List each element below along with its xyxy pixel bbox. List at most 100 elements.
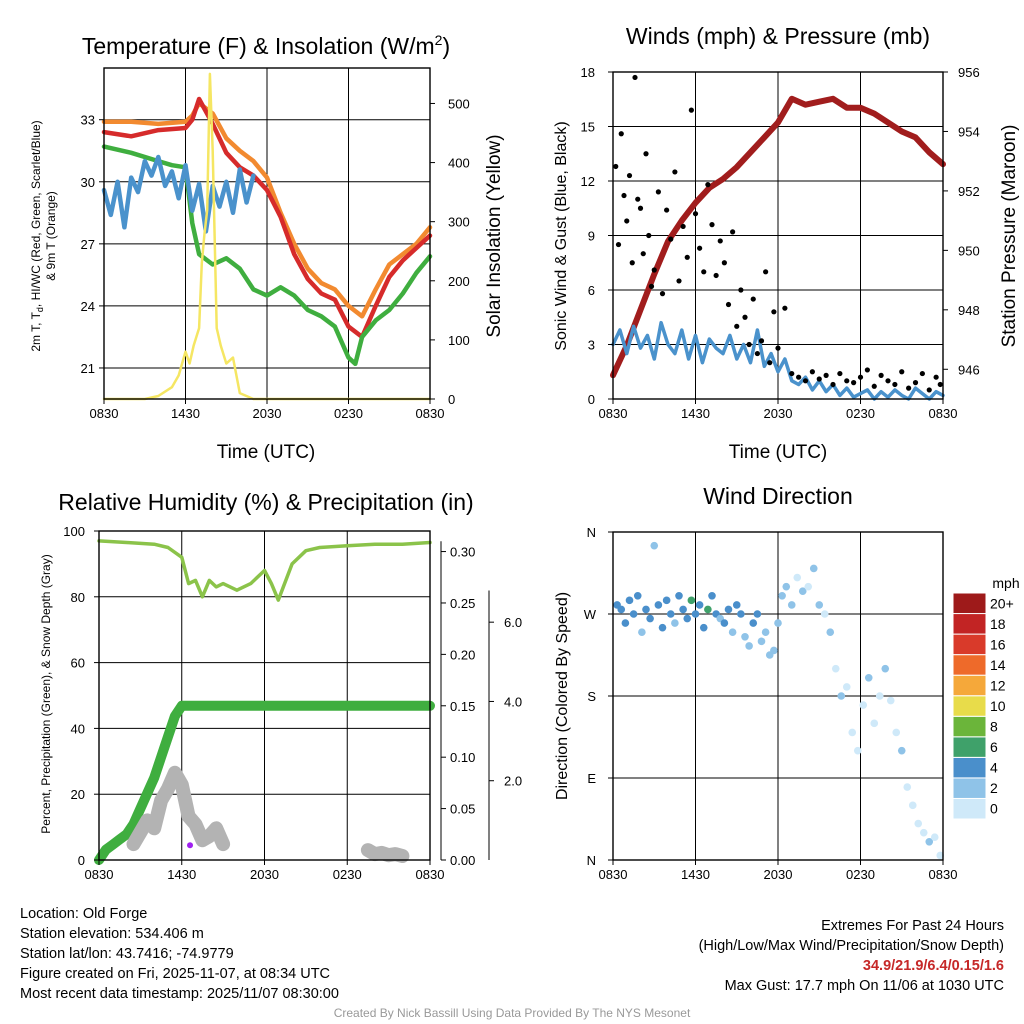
direction-point xyxy=(820,610,829,618)
gust-point xyxy=(664,207,670,213)
x-tick-label: 1430 xyxy=(681,406,710,421)
colorbar-label: 8 xyxy=(990,719,998,735)
gust-point xyxy=(643,151,649,157)
direction-point xyxy=(875,692,884,700)
direction-point xyxy=(732,601,741,609)
gust-point xyxy=(906,385,912,391)
direction-point xyxy=(687,596,696,605)
direction-point xyxy=(793,573,802,582)
direction-point xyxy=(671,619,679,627)
direction-point xyxy=(826,628,835,637)
gust-point xyxy=(717,238,723,244)
snow-tick-label: 6.0 xyxy=(504,615,522,630)
direction-point xyxy=(864,673,873,682)
gust-point xyxy=(626,172,633,179)
direction-point xyxy=(629,610,638,618)
direction-point xyxy=(695,601,704,609)
humidity-precipitation-chart: Relative Humidity (%) & Precipitation (i… xyxy=(39,489,522,882)
pressure-y-axis-label: Station Pressure (Maroon) xyxy=(999,125,1020,348)
y-tick-label: 80 xyxy=(71,590,85,605)
gust-point xyxy=(871,383,877,389)
gust-point xyxy=(796,374,802,380)
gust-point xyxy=(802,378,809,384)
winds-chart-title: Winds (mph) & Pressure (mb) xyxy=(626,23,930,49)
precip-tick-label: 0.10 xyxy=(450,750,475,765)
colorbar-title: mph xyxy=(992,575,1019,591)
direction-point xyxy=(741,632,749,641)
direction-point xyxy=(646,614,654,623)
temperature-insolation-chart: Temperature (F) & Insolation (W/m2) Time… xyxy=(29,32,505,463)
gust-point xyxy=(926,387,932,393)
y-tick-label: S xyxy=(587,689,596,704)
gust-point xyxy=(676,278,682,284)
gust-point xyxy=(933,374,939,380)
direction-point xyxy=(903,783,912,791)
gust-point xyxy=(709,222,715,228)
gust-point xyxy=(823,372,829,378)
extremes-values: 34.9/21.9/6.4/0.15/1.6 xyxy=(862,958,1004,974)
colorbar-swatch xyxy=(952,592,987,615)
gust-point xyxy=(613,163,619,170)
gust-point xyxy=(655,189,661,195)
y-right-tick-label: 952 xyxy=(958,184,980,199)
gust-point xyxy=(816,376,822,382)
precip-tick-label: 0.05 xyxy=(450,802,475,817)
snow-marker xyxy=(187,842,194,849)
direction-point xyxy=(809,564,818,573)
direction-point xyxy=(774,619,782,627)
x-tick-label: 0830 xyxy=(85,867,114,882)
y-tick-label: 21 xyxy=(81,361,95,376)
x-tick-label: 0830 xyxy=(929,867,958,882)
y-tick-label: 33 xyxy=(81,113,95,128)
gust-point xyxy=(697,245,703,251)
gust-point xyxy=(857,374,864,380)
direction-point xyxy=(675,591,683,600)
y-tick-label: N xyxy=(587,525,596,540)
direction-point xyxy=(831,664,840,673)
y-tick-label: 9 xyxy=(588,229,595,244)
gust-point xyxy=(738,287,744,293)
direction-point xyxy=(815,601,824,609)
gust-point xyxy=(721,260,727,266)
gust-point xyxy=(919,370,925,377)
gust-point xyxy=(775,345,781,351)
gust-point xyxy=(758,338,765,344)
figure-created: Figure created on Fri, 2025-11-07, at 08… xyxy=(20,966,331,982)
gust-point xyxy=(629,260,635,266)
gust-point xyxy=(618,131,624,137)
y-tick-label: W xyxy=(584,607,597,622)
direction-point xyxy=(870,719,879,728)
x-tick-label: 0830 xyxy=(416,867,445,882)
winds-x-axis-label: Time (UTC) xyxy=(729,442,828,463)
colorbar-label: 20+ xyxy=(990,595,1014,611)
series-relative-humidity xyxy=(97,539,432,602)
x-tick-label: 2030 xyxy=(764,867,793,882)
y-tick-label: 0 xyxy=(588,392,595,407)
direction-point xyxy=(853,746,862,755)
gust-point xyxy=(680,223,686,230)
temperature-y-axis-label-line1: 2m T, Td, HI/WC (Red, Green, Scarlet/Blu… xyxy=(29,120,45,351)
series-hi-wc xyxy=(101,154,256,234)
direction-point xyxy=(837,692,846,700)
colorbar-label: 4 xyxy=(990,760,998,776)
colorbar-swatch xyxy=(952,797,987,820)
y-tick-label: 100 xyxy=(63,524,85,539)
colorbar-label: 10 xyxy=(990,698,1006,714)
colorbar-swatch xyxy=(952,695,987,717)
direction-point xyxy=(908,801,917,810)
y-tick-label: 12 xyxy=(581,174,595,189)
direction-point xyxy=(617,605,626,614)
gust-point xyxy=(771,309,777,315)
credit-line: Created By Nick Bassill Using Data Provi… xyxy=(333,1006,691,1020)
direction-point xyxy=(691,610,700,618)
gust-point xyxy=(730,229,736,235)
colorbar-swatch xyxy=(952,736,987,758)
direction-point xyxy=(621,619,630,627)
wind-direction-chart: Wind Direction Direction (Colored By Spe… xyxy=(554,483,1020,882)
gust-point xyxy=(878,372,884,378)
colorbar-label: 6 xyxy=(990,739,998,755)
gust-point xyxy=(668,236,674,242)
station-elevation: Station elevation: 534.406 m xyxy=(20,926,204,942)
temperature-x-axis-label: Time (UTC) xyxy=(217,442,316,463)
direction-point xyxy=(683,614,692,623)
